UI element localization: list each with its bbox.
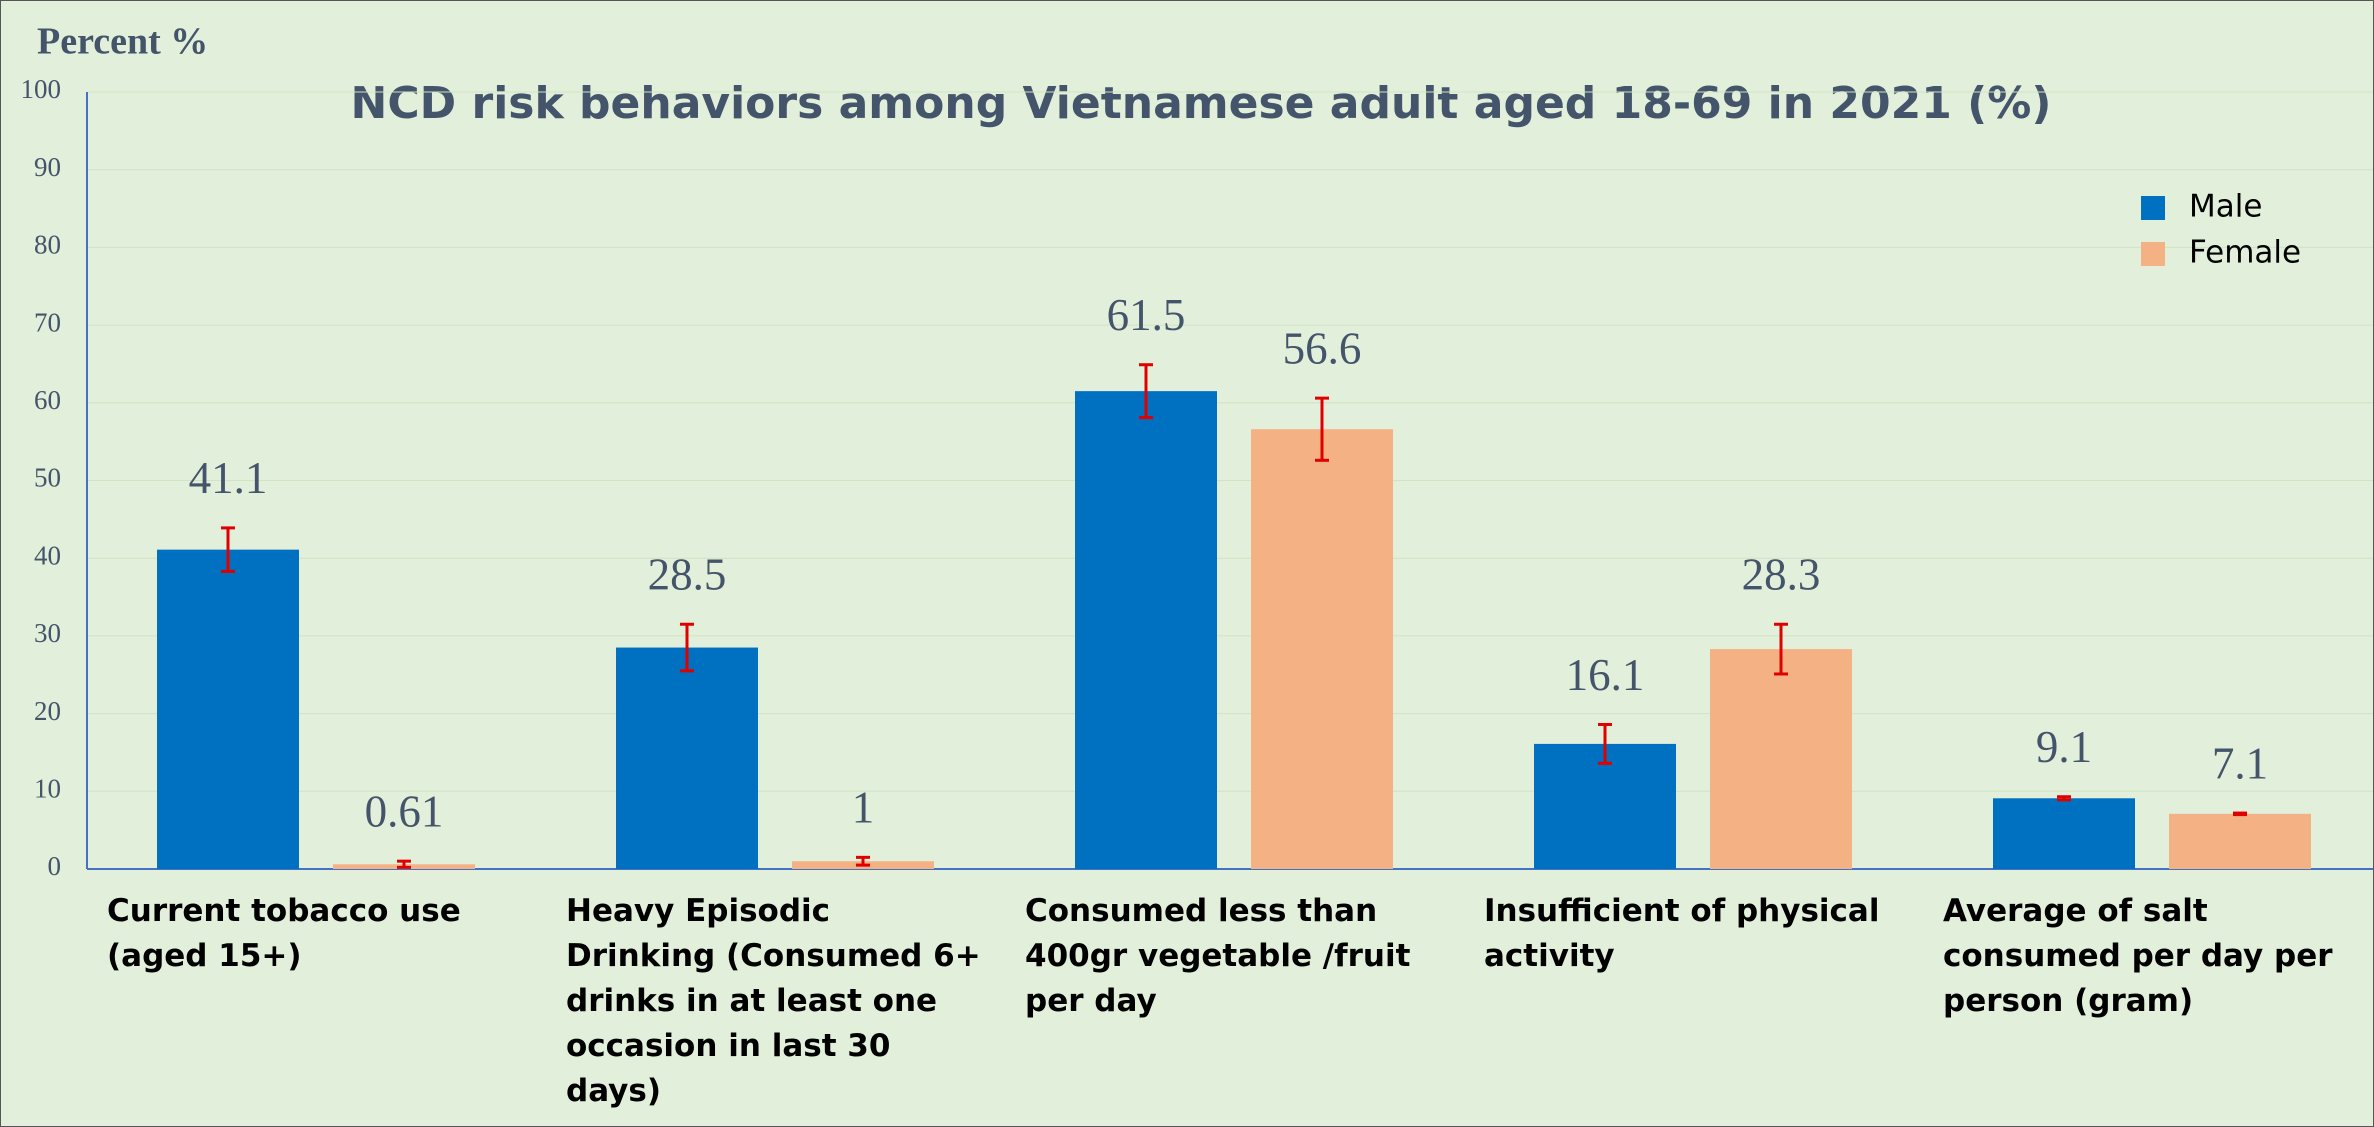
bar bbox=[616, 647, 758, 869]
error-bar bbox=[1315, 396, 1329, 462]
y-tick-label: 30 bbox=[34, 618, 61, 648]
y-axis-label: Percent % bbox=[37, 21, 208, 63]
error-bar bbox=[680, 622, 694, 673]
x-tick-label: Insufficient of physical activity bbox=[1484, 893, 1880, 974]
x-tick-label: Current tobacco use (aged 15+) bbox=[107, 893, 461, 974]
bar bbox=[1993, 798, 2135, 869]
value-label: 0.61 bbox=[365, 786, 444, 836]
value-label: 1 bbox=[852, 783, 875, 833]
y-tick-label: 50 bbox=[34, 463, 61, 493]
value-label: 16.1 bbox=[1566, 650, 1645, 700]
bar bbox=[157, 549, 299, 869]
error-bar bbox=[221, 526, 235, 573]
legend-label: Female bbox=[2189, 235, 2301, 271]
legend-swatch bbox=[2141, 196, 2165, 220]
y-tick-label: 10 bbox=[34, 774, 61, 804]
value-label: 61.5 bbox=[1107, 290, 1186, 340]
y-tick-label: 20 bbox=[34, 696, 61, 726]
bar bbox=[1710, 649, 1852, 869]
value-label: 28.5 bbox=[648, 550, 727, 600]
y-tick-label: 0 bbox=[48, 851, 62, 881]
x-tick-label: Heavy Episodic Drinking (Consumed 6+ dri… bbox=[566, 893, 981, 1109]
y-tick-label: 70 bbox=[34, 307, 61, 337]
error-bar bbox=[397, 859, 411, 869]
x-tick-label: Consumed less than 400gr vegetable /frui… bbox=[1025, 893, 1411, 1019]
error-bar bbox=[856, 855, 870, 867]
error-bar bbox=[1598, 722, 1612, 765]
error-bar bbox=[2057, 795, 2071, 802]
legend-swatch bbox=[2141, 242, 2165, 266]
chart-title: NCD risk behaviors among Vietnamese adul… bbox=[351, 78, 2052, 129]
value-label: 28.3 bbox=[1742, 550, 1821, 600]
x-tick-label: Average of salt consumed per day per per… bbox=[1943, 893, 2333, 1019]
y-tick-label: 80 bbox=[34, 230, 61, 260]
y-tick-label: 90 bbox=[34, 152, 61, 182]
error-bar bbox=[2233, 811, 2247, 817]
value-label: 41.1 bbox=[189, 453, 268, 503]
y-tick-label: 100 bbox=[21, 74, 62, 104]
bar bbox=[1075, 391, 1217, 869]
y-tick-label: 60 bbox=[34, 385, 61, 415]
bar bbox=[2169, 813, 2311, 869]
value-label: 9.1 bbox=[2036, 722, 2092, 772]
y-tick-label: 40 bbox=[34, 540, 61, 570]
value-label: 56.6 bbox=[1283, 323, 1362, 373]
legend-label: Male bbox=[2189, 189, 2262, 225]
error-bar bbox=[1774, 622, 1788, 676]
error-bar bbox=[1139, 363, 1153, 420]
value-label: 7.1 bbox=[2212, 738, 2268, 788]
bar bbox=[1251, 429, 1393, 869]
